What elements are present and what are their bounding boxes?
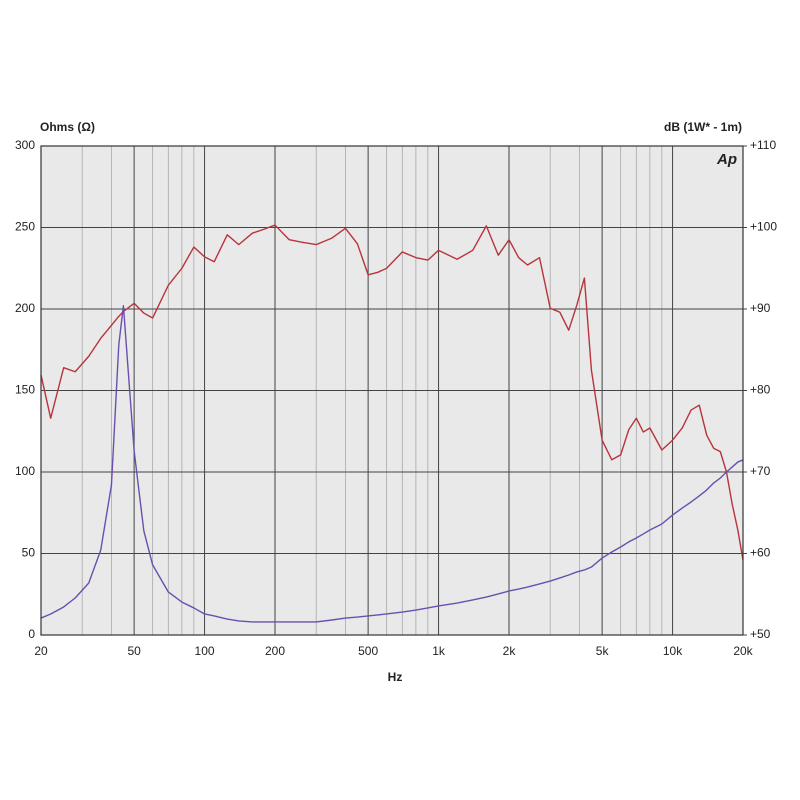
x-tick-label: 5k [596, 644, 610, 658]
x-tick-label: 20k [733, 644, 753, 658]
x-tick-label: 200 [265, 644, 285, 658]
y-axis-label: Ohms (Ω) [40, 120, 95, 134]
y2-tick-label: +110 [750, 138, 776, 152]
y2-tick-label: +90 [750, 301, 771, 315]
x-tick-label: 500 [358, 644, 378, 658]
y2-tick-label: +60 [750, 546, 771, 560]
x-tick-label: 50 [127, 644, 141, 658]
y2-tick-label: +50 [750, 627, 771, 641]
x-tick-label: 2k [503, 644, 517, 658]
y2-axis-label: dB (1W* - 1m) [664, 120, 742, 134]
y-tick-label: 300 [15, 138, 35, 152]
x-tick-label: 10k [663, 644, 683, 658]
x-tick-label: 1k [432, 644, 446, 658]
x-tick-label: 20 [34, 644, 48, 658]
y-tick-label: 0 [28, 627, 35, 641]
y-tick-label: 150 [15, 383, 35, 397]
series-line [40, 305, 744, 623]
y2-tick-label: +80 [750, 383, 771, 397]
x-axis-label: Hz [388, 670, 403, 684]
y-tick-label: 200 [15, 301, 35, 315]
series-line [40, 224, 744, 561]
x-tick-label: 100 [195, 644, 215, 658]
lines [40, 224, 744, 623]
y2-tick-label: +100 [750, 220, 777, 234]
logo: Ap [716, 151, 737, 168]
y-tick-label: 50 [22, 546, 36, 560]
y-tick-label: 250 [15, 220, 35, 234]
y2-tick-label: +70 [750, 464, 771, 478]
y-tick-label: 100 [15, 464, 35, 478]
